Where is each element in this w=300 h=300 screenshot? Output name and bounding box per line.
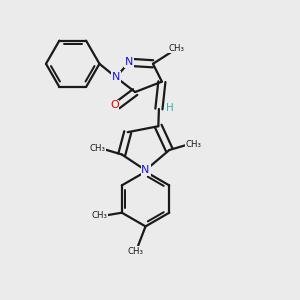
Text: N: N <box>141 165 150 175</box>
Text: CH₃: CH₃ <box>92 211 108 220</box>
Text: N: N <box>112 72 120 82</box>
Text: CH₃: CH₃ <box>128 247 144 256</box>
Text: H: H <box>166 103 174 113</box>
Text: CH₃: CH₃ <box>168 44 184 52</box>
Text: CH₃: CH₃ <box>186 140 202 148</box>
Text: CH₃: CH₃ <box>89 144 105 153</box>
Text: N: N <box>125 57 134 67</box>
Text: O: O <box>110 100 119 110</box>
